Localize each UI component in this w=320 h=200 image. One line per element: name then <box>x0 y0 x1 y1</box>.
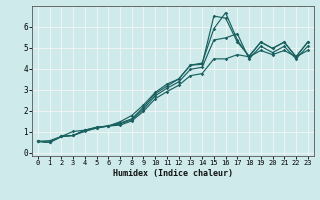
X-axis label: Humidex (Indice chaleur): Humidex (Indice chaleur) <box>113 169 233 178</box>
